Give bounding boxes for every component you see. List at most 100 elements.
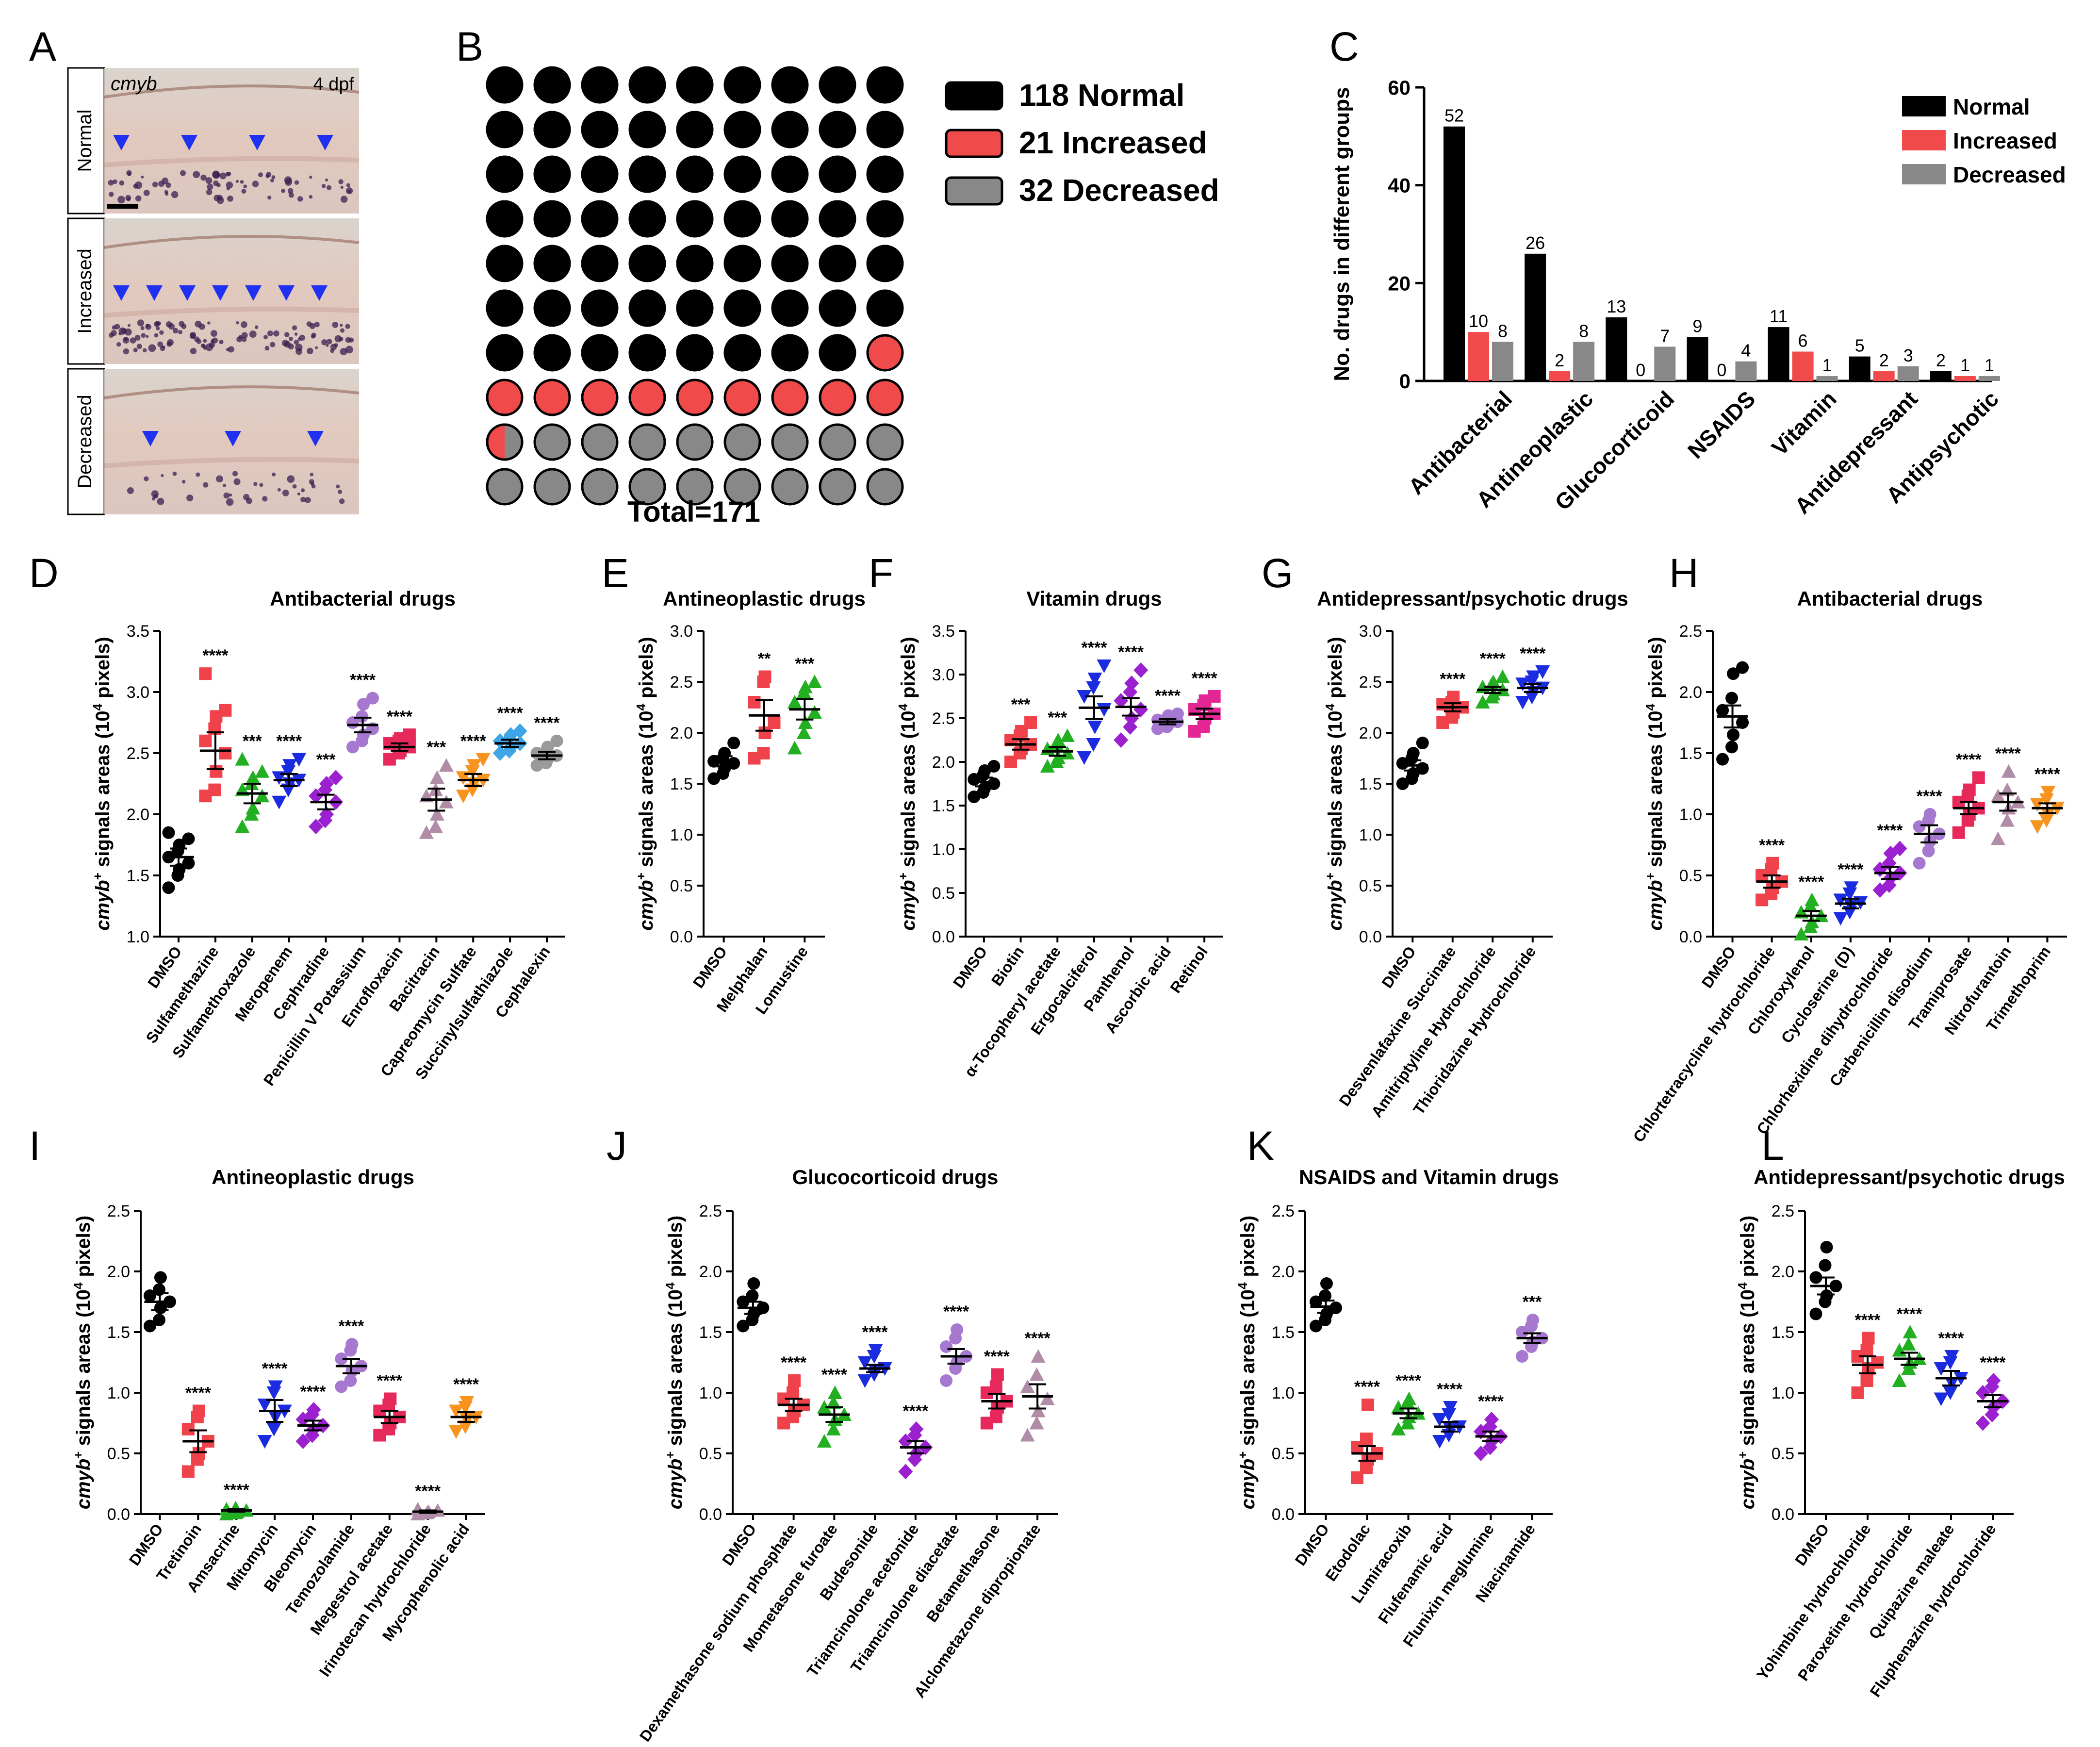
panel-letter-c: C	[1329, 24, 1359, 69]
data-point	[807, 675, 822, 688]
bar-normal	[1930, 371, 1952, 381]
y-tick-label: 3.0	[670, 622, 693, 641]
signal-dot	[133, 347, 138, 352]
dot-mixed-half	[487, 425, 505, 460]
signal-dot	[294, 340, 299, 345]
significance-label: ****	[460, 732, 487, 751]
data-point	[1416, 737, 1429, 749]
data-point	[1892, 1373, 1907, 1387]
signal-dot	[203, 482, 209, 488]
significance-label: ****	[781, 1353, 807, 1372]
y-label-gene: cmyb	[665, 1459, 686, 1510]
bar-value-label: 2	[1555, 350, 1564, 370]
y-axis-label: cmyb+ signals areas (104 pixels)	[1643, 637, 1666, 931]
data-point	[335, 1352, 348, 1365]
significance-label: ****	[1440, 670, 1466, 689]
y-label-end: pixels)	[665, 1216, 686, 1283]
bar-value-label: 13	[1607, 297, 1626, 316]
data-point	[1736, 661, 1749, 674]
row-label-decreased: Decreased	[74, 395, 96, 488]
y-axis-label: No. drugs in different groups	[1330, 87, 1354, 381]
significance-label: ****	[1759, 836, 1785, 855]
dot-normal	[676, 111, 714, 148]
data-point	[727, 737, 740, 749]
data-point	[1124, 710, 1139, 726]
significance-label: ****	[1192, 669, 1218, 688]
x-tick-label: Retinol	[1166, 943, 1211, 996]
data-point	[154, 1271, 167, 1284]
bar-value-label: 9	[1692, 316, 1702, 336]
chart-d: 1.0 1.5 2.0 2.5 3.0 3.5 Antibacterial drugs cmy…	[90, 587, 565, 1089]
y-label-gene: cmyb	[898, 880, 919, 931]
significance-label: ****	[497, 704, 524, 723]
data-point	[826, 1395, 841, 1409]
data-point	[1820, 1289, 1833, 1302]
signal-dot	[200, 174, 207, 181]
signal-dot	[157, 497, 164, 505]
row-label-box	[67, 368, 105, 515]
significance-label: ****	[534, 714, 560, 732]
dot-normal	[866, 200, 904, 238]
signal-dot	[236, 336, 243, 343]
significance-label: ***	[316, 750, 336, 769]
significance-label: ****	[377, 1372, 403, 1390]
data-point	[1990, 789, 2005, 803]
signal-dot	[262, 496, 268, 502]
dot-decreased	[581, 423, 619, 461]
data-point	[796, 725, 811, 739]
y-tick-label: 20	[1388, 272, 1411, 295]
signal-dot	[213, 195, 220, 201]
data-point	[817, 1434, 832, 1448]
signal-dot	[270, 178, 274, 182]
data-point	[898, 1464, 913, 1480]
legend-swatch	[1902, 130, 1946, 150]
y-axis-label: cmyb+ signals areas (104 pixels)	[71, 1216, 94, 1510]
y-tick-label: 1.0	[932, 841, 955, 859]
dot-normal	[676, 200, 714, 238]
data-point	[1432, 1413, 1447, 1427]
signal-dot	[165, 321, 172, 328]
data-point	[512, 723, 527, 739]
legend-swatch	[1902, 96, 1946, 116]
data-point	[817, 1400, 832, 1414]
significance-label: ****	[350, 671, 376, 690]
dot-increased	[581, 379, 619, 416]
signal-dot	[223, 492, 230, 499]
data-point	[1050, 733, 1066, 746]
data-point	[192, 1404, 205, 1417]
signal-dot	[287, 475, 295, 483]
data-point	[384, 1392, 397, 1405]
signal-dot	[336, 484, 340, 489]
dot-normal	[723, 245, 761, 282]
bar-decreased	[1816, 376, 1838, 381]
signal-dot	[156, 326, 160, 330]
bar-value-label: 1	[1822, 355, 1832, 375]
signal-dot	[297, 196, 303, 202]
signal-dot	[267, 196, 272, 200]
bar-decreased	[1492, 342, 1513, 381]
arrowhead-icon	[249, 135, 265, 150]
dot-increased	[866, 379, 904, 416]
dot-mixed-outline	[486, 423, 524, 461]
data-point	[2040, 786, 2055, 800]
signal-dot	[340, 328, 345, 333]
signal-dot	[300, 496, 306, 503]
data-point	[266, 1423, 281, 1436]
y-tick-label: 0.0	[1272, 1505, 1295, 1524]
signal-dot	[305, 497, 311, 503]
dot-increased	[771, 379, 809, 416]
significance-label: ****	[202, 646, 229, 665]
arrowhead-icon	[181, 135, 197, 150]
signal-dot	[157, 341, 163, 347]
data-point	[459, 1396, 475, 1410]
data-point	[1833, 893, 1848, 907]
data-point	[1391, 1400, 1406, 1414]
y-tick-label: 2.5	[699, 1202, 722, 1220]
data-point	[787, 1386, 800, 1399]
y-tick-label: 0.5	[1679, 867, 1702, 885]
y-label-sup: +	[71, 1451, 85, 1459]
bar-value-label: 10	[1469, 311, 1488, 331]
signal-dot	[141, 333, 146, 338]
signal-dot	[181, 323, 187, 330]
signal-dot	[347, 189, 352, 194]
